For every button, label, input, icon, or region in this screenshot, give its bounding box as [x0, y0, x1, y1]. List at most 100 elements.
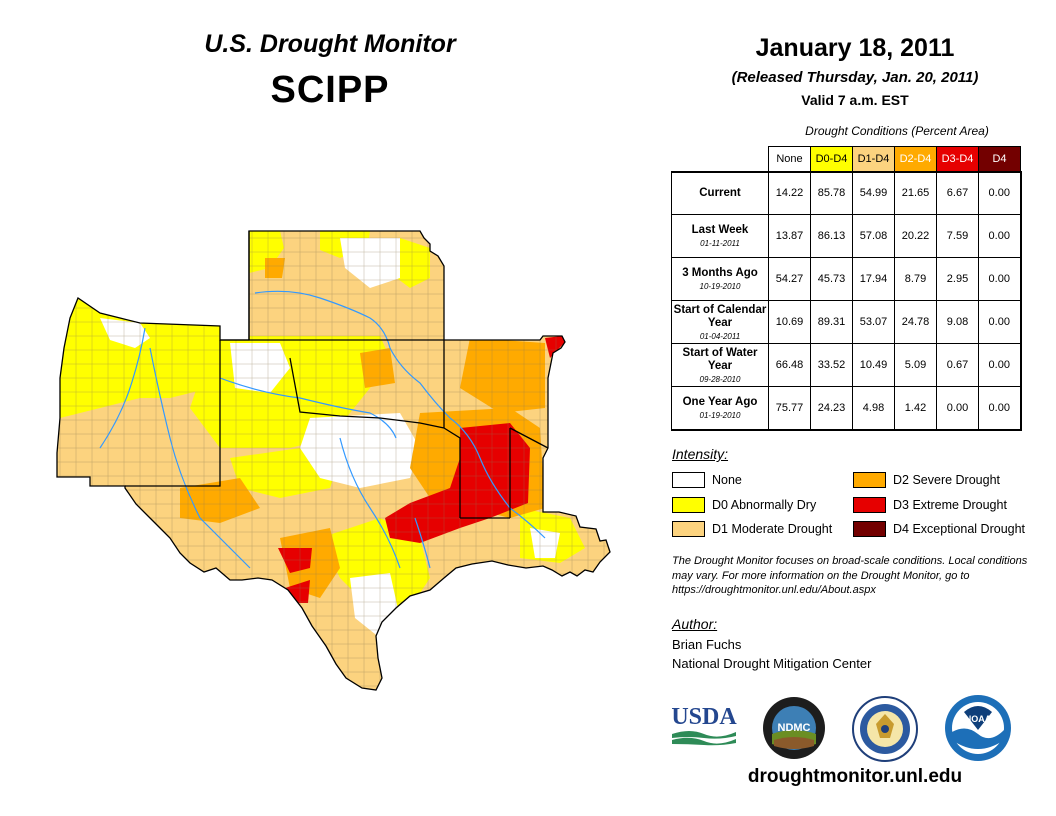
table-row: Last Week 01-11-2011 13.87 86.13 57.08 20.22 7…: [671, 214, 1022, 258]
table-cell: 85.78: [810, 170, 853, 215]
table-cell: 1.42: [894, 386, 937, 431]
footer-url[interactable]: droughtmonitor.unl.edu: [747, 766, 963, 787]
author-org: National Drought Mitigation Center: [672, 656, 872, 671]
noaa-logo-text: NOAA: [965, 714, 992, 724]
commerce-seal-icon: [852, 696, 918, 762]
legend-item-d0: D0 Abnormally Dry: [672, 497, 816, 513]
table-cell: 7.59: [936, 214, 979, 258]
table-cell: 33.52: [810, 343, 853, 387]
table-cell: 0.67: [936, 343, 979, 387]
legend-swatch: [672, 497, 705, 513]
table-cell: 6.67: [936, 170, 979, 215]
table-cell: 17.94: [852, 257, 895, 301]
table-cell: 8.79: [894, 257, 937, 301]
drought-map: [56, 230, 611, 691]
row-label: 3 Months Ago 10-19-2010: [671, 257, 769, 301]
table-cell: 9.08: [936, 300, 979, 344]
legend-swatch: [853, 521, 886, 537]
row-label-text: Last Week: [691, 224, 749, 236]
table-cell: 4.98: [852, 386, 895, 431]
legend-swatch: [853, 472, 886, 488]
legend-swatch: [672, 472, 705, 488]
row-label-text: Start of Water Year: [682, 346, 758, 372]
table-cell: 0.00: [978, 170, 1022, 215]
legend-swatch: [672, 521, 705, 537]
table-cell: 53.07: [852, 300, 895, 344]
table-row: Start of Calendar Year 01-04-2011 10.69 89.…: [671, 300, 1022, 344]
legend-item-d4: D4 Exceptional Drought: [853, 521, 1025, 537]
row-date: 09-28-2010: [699, 374, 741, 384]
author-heading: Author:: [672, 616, 718, 632]
table-cell: 66.48: [768, 343, 811, 387]
table-cell: 10.69: [768, 300, 811, 344]
noaa-logo-icon: NOAA: [945, 695, 1011, 761]
table-cell: 0.00: [978, 300, 1022, 344]
table-cell: 2.95: [936, 257, 979, 301]
row-label: Start of Calendar Year 01-04-2011: [671, 300, 769, 344]
table-cell: 10.49: [852, 343, 895, 387]
table-cell: 0.00: [978, 386, 1022, 431]
table-row: Start of Water Year 09-28-2010 66.48 33.52 1…: [671, 343, 1022, 387]
table-cell: 86.13: [810, 214, 853, 258]
usda-logo-text: USDA: [671, 704, 737, 730]
table-cell: 21.65: [894, 170, 937, 215]
disclaimer-note: The Drought Monitor focuses on broad-sca…: [672, 555, 1028, 596]
col-header-d0-d4: D0-D4: [810, 146, 853, 172]
usda-logo-icon: USDA: [671, 704, 737, 746]
row-label-text: 3 Months Ago: [682, 267, 758, 279]
legend-item-d2: D2 Severe Drought: [853, 472, 1000, 488]
author-name: Brian Fuchs: [672, 637, 742, 652]
legend-item-none: None: [672, 472, 742, 488]
table-cell: 5.09: [894, 343, 937, 387]
table-cell: 24.23: [810, 386, 853, 431]
intensity-heading: Intensity:: [672, 446, 729, 462]
col-header-none: None: [768, 146, 811, 172]
table-cell: 0.00: [978, 257, 1022, 301]
legend-item-d3: D3 Extreme Drought: [853, 497, 1007, 513]
legend-swatch: [853, 497, 886, 513]
col-header-d3-d4: D3-D4: [936, 146, 979, 172]
drought-stats-table: None D0-D4 D1-D4 D2-D4 D3-D4 D4 Current 1…: [671, 146, 1022, 431]
row-date: 01-04-2011: [699, 331, 741, 341]
table-cell: 75.77: [768, 386, 811, 431]
table-row: One Year Ago 01-19-2010 75.77 24.23 4.98 1.42…: [671, 386, 1022, 431]
table-cell: 0.00: [978, 343, 1022, 387]
table-cell: 20.22: [894, 214, 937, 258]
table-cell: 54.27: [768, 257, 811, 301]
row-label: Start of Water Year 09-28-2010: [671, 343, 769, 387]
row-date: 01-19-2010: [699, 410, 741, 420]
legend-label: D4 Exceptional Drought: [893, 522, 1026, 536]
legend-label: D2 Severe Drought: [893, 473, 1001, 487]
map-date: January 18, 2011: [755, 34, 955, 62]
monitor-title: U.S. Drought Monitor: [204, 30, 456, 58]
header-left: U.S. Drought Monitor SCIPP: [150, 30, 510, 112]
table-caption: Drought Conditions (Percent Area): [805, 124, 989, 138]
row-label-text: One Year Ago: [682, 395, 758, 408]
legend-label: D0 Abnormally Dry: [712, 498, 817, 512]
table-cell: 54.99: [852, 170, 895, 215]
col-header-d1-d4: D1-D4: [852, 146, 895, 172]
row-label-text: Current: [699, 186, 741, 199]
header-right: January 18, 2011 (Released Thursday, Jan…: [690, 34, 1020, 108]
region-title: SCIPP: [270, 69, 390, 111]
col-header-d4: D4: [978, 146, 1021, 172]
table-cell: 45.73: [810, 257, 853, 301]
table-cell: 24.78: [894, 300, 937, 344]
row-label-text: Start of Calendar Year: [673, 303, 767, 329]
table-cell: 0.00: [936, 386, 979, 431]
table-row: 3 Months Ago 10-19-2010 54.27 45.73 17.94 8.7…: [671, 257, 1022, 301]
row-label: Last Week 01-11-2011: [671, 214, 769, 258]
release-date: (Released Thursday, Jan. 20, 2011): [731, 69, 979, 86]
row-label: Current: [671, 170, 769, 215]
row-date: 10-19-2010: [699, 282, 741, 291]
table-header-row: None D0-D4 D1-D4 D2-D4 D3-D4 D4: [671, 146, 1021, 172]
legend-label: D1 Moderate Drought: [712, 522, 833, 536]
ndmc-logo-text: NDMC: [778, 722, 811, 734]
table-corner: [671, 146, 769, 172]
legend-item-d1: D1 Moderate Drought: [672, 521, 832, 537]
row-label: One Year Ago 01-19-2010: [671, 386, 769, 431]
table-cell: 0.00: [978, 214, 1022, 258]
valid-time: Valid 7 a.m. EST: [801, 92, 909, 108]
legend-label: None: [712, 473, 742, 487]
table-row: Current 14.22 85.78 54.99 21.65 6.67 0.00: [671, 170, 1022, 215]
